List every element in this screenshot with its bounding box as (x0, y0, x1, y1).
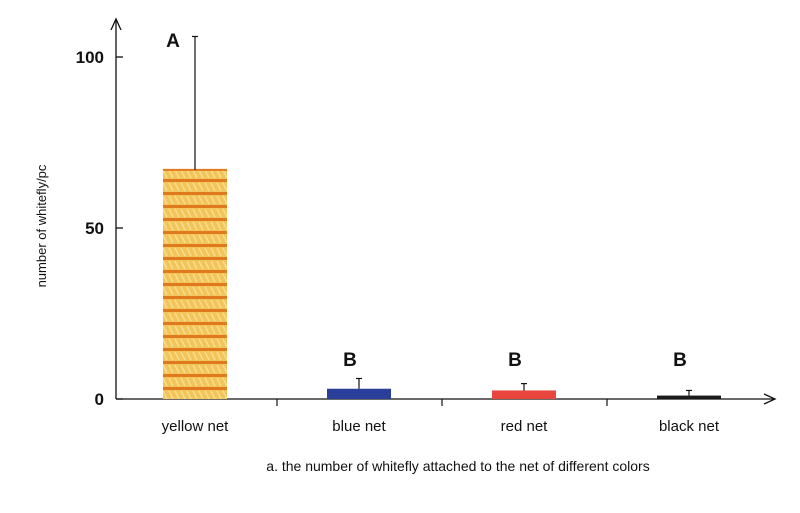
x-tick-label: blue net (332, 418, 386, 435)
y-ticks: 0 50 100 (76, 48, 123, 409)
bar-blue-net (327, 388, 391, 399)
y-tick-label: 50 (85, 219, 104, 238)
bar-black-net (657, 395, 721, 399)
x-axis-arrow-icon (763, 393, 777, 405)
bars: A B B B (163, 31, 721, 399)
bar-yellow-net (163, 169, 227, 399)
x-ticks: yellow net blue net red net black net (162, 399, 720, 435)
y-axis-title: number of whitefly/pc (34, 164, 49, 287)
bar-red-net (492, 390, 556, 399)
significance-letter: B (343, 350, 357, 371)
x-tick-label: yellow net (162, 418, 230, 435)
y-tick-label: 100 (76, 48, 104, 67)
x-tick-label: black net (659, 418, 720, 435)
y-tick-label: 0 (95, 390, 104, 409)
significance-letter: B (673, 350, 687, 371)
y-axis-arrow-icon (110, 17, 122, 31)
chart-caption: a. the number of whitefly attached to th… (266, 458, 649, 474)
significance-letter: B (508, 350, 522, 371)
significance-letter: A (166, 31, 180, 52)
x-tick-label: red net (501, 418, 549, 435)
